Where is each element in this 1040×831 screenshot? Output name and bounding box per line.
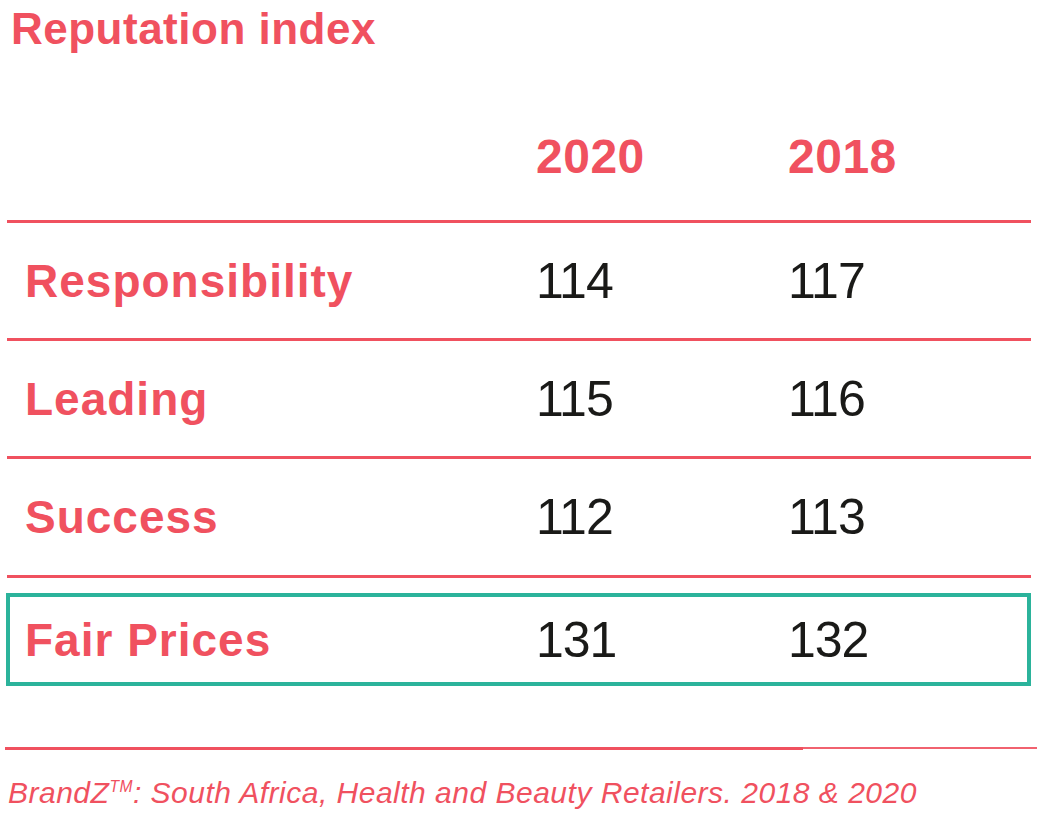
column-header-2020: 2020 — [536, 131, 645, 181]
source-citation: BrandZTM: South Africa, Health and Beaut… — [8, 776, 917, 810]
value-2020: 112 — [536, 459, 613, 574]
value-2018: 113 — [788, 459, 865, 574]
row-label: Leading — [25, 341, 208, 456]
reputation-index-figure: Reputation index 2020 2018 Responsibilit… — [0, 0, 1040, 831]
row-label: Fair Prices — [25, 593, 271, 686]
row-label: Responsibility — [25, 223, 353, 338]
value-2018: 117 — [788, 223, 865, 338]
value-2020: 131 — [536, 593, 616, 686]
bottom-rule-thin — [803, 747, 1037, 749]
column-header-2018: 2018 — [788, 131, 897, 181]
trademark-superscript: TM — [109, 778, 133, 795]
table-row: Success 112 113 — [0, 459, 1040, 574]
table-row: Leading 115 116 — [0, 341, 1040, 456]
value-2018: 116 — [788, 341, 865, 456]
source-text: : South Africa, Health and Beauty Retail… — [133, 776, 917, 809]
table-row-highlighted: Fair Prices 131 132 — [0, 593, 1040, 686]
table-row: Responsibility 114 117 — [0, 223, 1040, 338]
bottom-rule-thick — [5, 747, 803, 750]
page-title: Reputation index — [11, 4, 376, 54]
value-2020: 114 — [536, 223, 613, 338]
value-2018: 132 — [788, 593, 868, 686]
row-label: Success — [25, 459, 219, 574]
source-brand: BrandZ — [8, 776, 109, 809]
row-divider — [7, 575, 1031, 578]
value-2020: 115 — [536, 341, 613, 456]
